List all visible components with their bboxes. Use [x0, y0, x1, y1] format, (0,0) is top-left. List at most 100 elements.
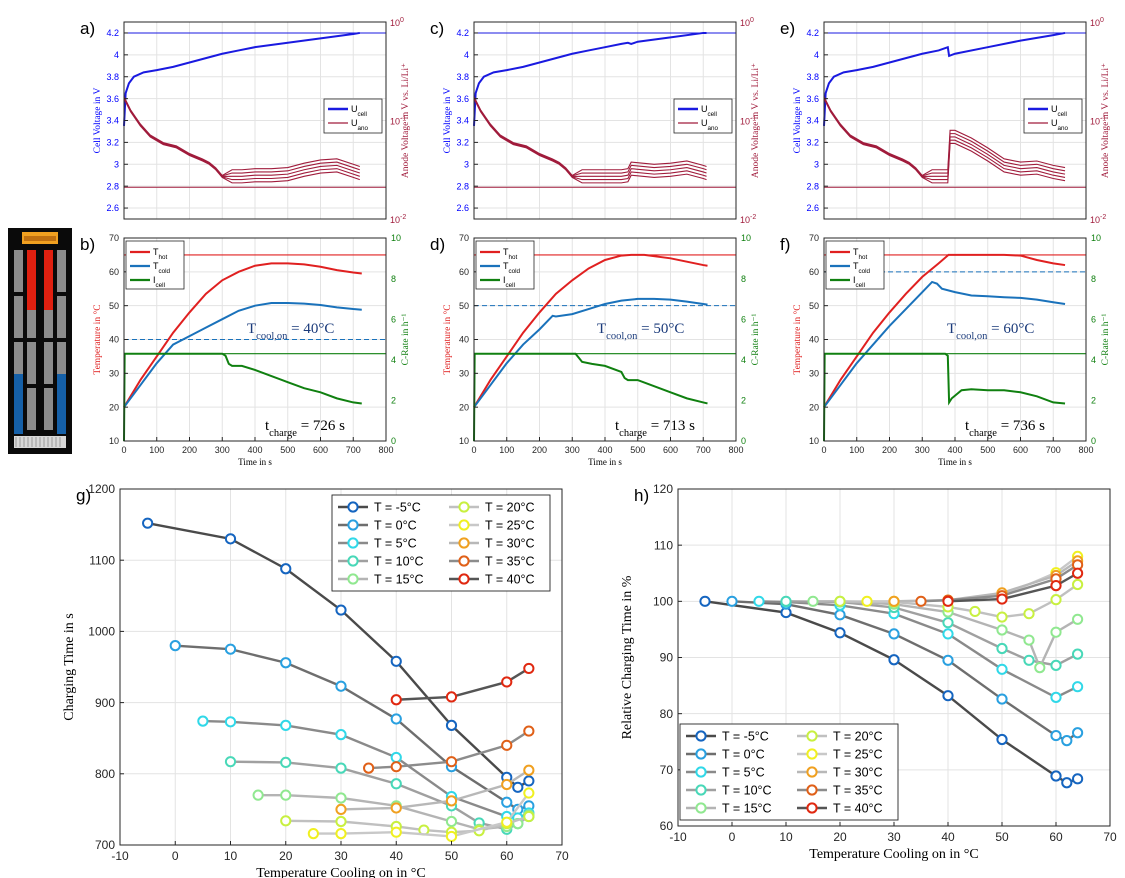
- series-line: [473, 297, 708, 408]
- x-tick-label: 0: [729, 830, 736, 844]
- panel-label: a): [80, 19, 95, 38]
- data-point: [942, 690, 954, 702]
- legend-box: [673, 98, 733, 134]
- y2-tick-label: 2: [741, 396, 746, 406]
- legend-label: T = 10°C: [722, 784, 772, 798]
- legend-label-i-cell: Icell: [853, 275, 865, 289]
- data-point: [224, 716, 237, 728]
- legend-label: T = 30°C: [833, 766, 883, 780]
- y-tick-label: 4.2: [106, 28, 119, 38]
- data-point: [1034, 662, 1046, 674]
- x-tick-label: 400: [247, 445, 262, 455]
- data-point: [523, 787, 535, 799]
- y2-tick-label: 4: [741, 355, 746, 365]
- y-tick-label: 3.6: [106, 94, 119, 104]
- data-point: [280, 815, 292, 827]
- legend-marker: [695, 784, 707, 796]
- y-tick-label: 3: [114, 159, 119, 169]
- y2-axis-label: C-Rate in h⁻¹: [401, 314, 411, 366]
- data-point: [1023, 654, 1035, 666]
- y2-tick-label: 0: [741, 436, 746, 446]
- panel-h: 60 70 80 90 100 110 120 -10 0 10 20 30 40 50 60 70 h) Rel…: [620, 482, 1117, 862]
- legend-label: T = 30°C: [485, 537, 535, 551]
- x-tick-label: 300: [565, 445, 580, 455]
- legend-label: T = 20°C: [833, 730, 883, 744]
- legend-label-t-cold: Tcold: [153, 261, 171, 275]
- legend-marker: [347, 519, 359, 531]
- data-point: [1050, 770, 1062, 782]
- legend-label-t-hot: Thot: [853, 247, 868, 261]
- y-tick-label: 30: [459, 368, 469, 378]
- y-tick-label: 3.8: [106, 72, 119, 82]
- data-point: [1050, 691, 1062, 703]
- y-tick-label: 60: [459, 267, 469, 277]
- data-point: [861, 595, 873, 607]
- y2-tick-label: 100: [390, 17, 404, 28]
- data-point: [335, 803, 347, 816]
- x-axis-label: Time in s: [588, 457, 622, 467]
- y-tick-label: 20: [459, 402, 469, 412]
- hot-cell: [44, 250, 53, 310]
- y-tick-label: 110: [654, 538, 673, 552]
- x-tick-label: 70: [1103, 830, 1117, 844]
- y-axis-label: Cell Voltage in V: [793, 88, 803, 154]
- cell: [57, 250, 66, 292]
- data-point: [1072, 727, 1084, 739]
- data-point: [807, 595, 819, 607]
- y-tick-label: 30: [809, 368, 819, 378]
- legend-label-u-cell: Ucell: [351, 104, 367, 118]
- x-tick-label: 600: [313, 445, 328, 455]
- x-tick-label: -10: [111, 849, 129, 863]
- data-point: [335, 680, 347, 692]
- data-point: [915, 595, 927, 607]
- data-point: [335, 604, 347, 616]
- x-tick-label: 10: [224, 849, 238, 863]
- legend-label-u-ano: Uano: [351, 118, 369, 132]
- series-line-u-ano: [473, 96, 707, 177]
- y-tick-label: 40: [809, 335, 819, 345]
- y2-tick-label: 2: [1091, 396, 1096, 406]
- x-tick-label: 500: [980, 445, 995, 455]
- y-tick-label: 3.6: [806, 94, 819, 104]
- cell: [14, 342, 23, 384]
- y2-tick-label: 10: [741, 233, 751, 243]
- y2-axis-label: Anode Voltage in V vs. Li/Li⁺: [751, 63, 761, 178]
- data-point: [942, 595, 954, 607]
- y-tick-label: 2.6: [106, 203, 119, 213]
- y-axis-label: Cell Voltage in V: [93, 88, 103, 154]
- x-tick-label: 700: [696, 445, 711, 455]
- data-point: [996, 733, 1008, 746]
- y-tick-label: 3.8: [806, 72, 819, 82]
- y-tick-label: 20: [809, 402, 819, 412]
- panel-label: g): [76, 486, 91, 505]
- x-axis-label: Time in s: [238, 457, 272, 467]
- x-tick-label: 0: [821, 445, 826, 455]
- y-tick-label: 3.6: [456, 94, 469, 104]
- y-tick-label: 2.8: [456, 181, 469, 191]
- y-tick-label: 80: [660, 707, 674, 721]
- series-line: [823, 352, 1066, 442]
- legend-label: T = -5°C: [374, 501, 421, 515]
- y-tick-label: 4: [464, 50, 469, 60]
- annotation-t-cool-on: Tcool,on = 40°C: [247, 321, 334, 342]
- panel-g: 700 800 900 1000 1100 1200 -10 0 10 20 30 40 50 60 70 g…: [62, 482, 569, 878]
- legend-marker: [806, 802, 818, 814]
- data-point: [1023, 608, 1035, 620]
- legend-marker: [458, 555, 470, 567]
- y-tick-label: 4: [114, 50, 119, 60]
- data-point: [280, 756, 292, 769]
- data-point: [780, 595, 792, 607]
- legend-label-t-hot: Thot: [503, 247, 518, 261]
- y2-tick-label: 100: [1090, 17, 1104, 28]
- y-tick-label: 2.8: [106, 181, 119, 191]
- legend-marker: [695, 730, 707, 742]
- y2-tick-label: 8: [741, 274, 746, 284]
- data-point: [942, 628, 954, 640]
- data-point: [363, 762, 375, 774]
- legend-marker: [806, 784, 818, 796]
- data-point: [445, 756, 458, 768]
- legend-label-i-cell: Icell: [503, 275, 515, 289]
- annotation-t-cool-on: Tcool,on = 50°C: [597, 321, 684, 342]
- x-tick-label: -10: [669, 830, 687, 844]
- y-axis-label: Relative Charging Time in %: [620, 575, 635, 739]
